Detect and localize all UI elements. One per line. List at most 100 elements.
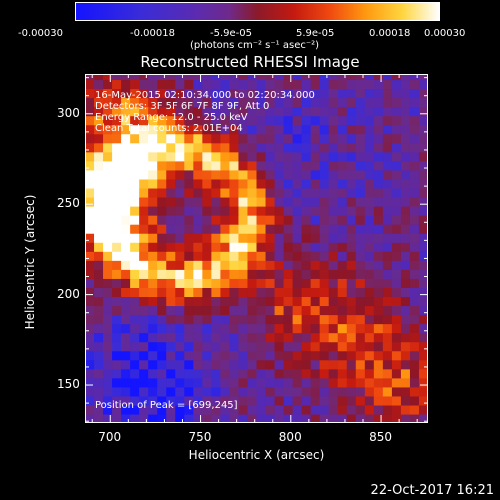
heatmap-cell xyxy=(247,187,258,198)
heatmap-cell xyxy=(184,323,194,334)
heatmap-cell xyxy=(103,74,113,81)
heatmap-cell xyxy=(211,106,221,117)
heatmap-cell xyxy=(94,97,104,108)
heatmap-cell xyxy=(202,151,212,162)
heatmap-cell xyxy=(391,206,402,216)
heatmap-cell xyxy=(85,233,95,243)
heatmap-cell xyxy=(103,169,113,180)
heatmap-cell xyxy=(220,124,231,135)
heatmap-cell xyxy=(211,142,221,153)
heatmap-cell xyxy=(166,142,176,153)
heatmap-cell xyxy=(382,233,393,243)
heatmap-cell xyxy=(355,332,366,343)
heatmap-cell xyxy=(382,404,393,415)
heatmap-cell xyxy=(85,169,95,180)
heatmap-cell xyxy=(364,341,375,352)
heatmap-cell xyxy=(148,178,158,189)
heatmap-cell xyxy=(121,169,131,180)
heatmap-cell xyxy=(373,169,384,180)
heatmap-cell xyxy=(364,359,375,370)
heatmap-cell xyxy=(328,151,339,162)
heatmap-cell xyxy=(409,215,420,225)
heatmap-cell xyxy=(337,74,348,81)
heatmap-cell xyxy=(418,142,428,153)
heatmap-cell xyxy=(292,224,303,234)
heatmap-cell xyxy=(139,124,149,135)
heatmap-cell xyxy=(85,386,95,397)
heatmap-cell xyxy=(355,395,366,406)
heatmap-cell xyxy=(139,178,149,189)
heatmap-cell xyxy=(301,169,312,180)
heatmap-cell xyxy=(238,377,249,388)
heatmap-cell xyxy=(211,74,221,81)
heatmap-cell xyxy=(265,278,276,288)
heatmap-cell xyxy=(103,323,113,334)
heatmap-cell xyxy=(148,88,158,99)
heatmap-cell xyxy=(238,178,249,189)
heatmap-cell xyxy=(301,296,312,307)
heatmap-cell xyxy=(382,196,393,207)
heatmap-cell xyxy=(247,350,258,361)
heatmap-cell xyxy=(364,206,375,216)
heatmap-cell xyxy=(355,359,366,370)
heatmap-cell xyxy=(121,142,131,153)
heatmap-cell xyxy=(337,242,348,252)
heatmap-cell xyxy=(364,323,375,334)
heatmap-cell xyxy=(373,359,384,370)
heatmap-cell xyxy=(238,215,249,225)
heatmap-cell xyxy=(409,124,420,135)
heatmap-cell xyxy=(229,97,240,108)
heatmap-cell xyxy=(382,251,393,261)
heatmap-cell xyxy=(256,251,267,261)
heatmap-cell xyxy=(229,404,240,415)
heatmap-cell xyxy=(364,215,375,225)
heatmap-cell xyxy=(391,215,402,225)
heatmap-cell xyxy=(283,386,294,397)
heatmap-cell xyxy=(355,124,366,135)
heatmap-cell xyxy=(184,260,194,270)
heatmap-cell xyxy=(355,368,366,379)
heatmap-cell xyxy=(328,178,339,189)
heatmap-cell xyxy=(301,196,312,207)
heatmap-cell xyxy=(418,269,428,279)
heatmap-cell xyxy=(130,133,140,144)
heatmap-cell xyxy=(211,160,221,171)
heatmap-cell xyxy=(247,151,258,162)
heatmap-cell xyxy=(139,115,149,126)
heatmap-cell xyxy=(139,97,149,108)
heatmap-cell xyxy=(148,79,158,90)
heatmap-cell xyxy=(418,260,428,270)
heatmap-cell xyxy=(346,413,357,423)
heatmap-cell xyxy=(247,178,258,189)
heatmap-cell xyxy=(211,350,221,361)
heatmap-cell xyxy=(220,206,231,216)
heatmap-cell xyxy=(94,169,104,180)
heatmap-cell xyxy=(112,242,122,252)
heatmap-cell xyxy=(103,332,113,343)
heatmap-cell xyxy=(274,350,285,361)
heatmap-cell xyxy=(175,206,185,216)
heatmap-cell xyxy=(418,169,428,180)
heatmap-cell xyxy=(301,368,312,379)
heatmap-cell xyxy=(292,142,303,153)
heatmap-cell xyxy=(373,386,384,397)
heatmap-cell xyxy=(193,133,203,144)
heatmap-cell xyxy=(364,386,375,397)
heatmap-cell xyxy=(175,242,185,252)
heatmap-cell xyxy=(382,242,393,252)
heatmap-cell xyxy=(121,187,131,198)
heatmap-cell xyxy=(238,287,249,298)
heatmap-cell xyxy=(355,296,366,307)
heatmap-cell xyxy=(103,242,113,252)
heatmap-cell xyxy=(229,233,240,243)
heatmap-cell xyxy=(337,142,348,153)
heatmap-cell xyxy=(157,278,167,288)
heatmap-cell xyxy=(409,287,420,298)
heatmap-cell xyxy=(184,160,194,171)
heatmap-cell xyxy=(283,404,294,415)
heatmap-cell xyxy=(382,287,393,298)
heatmap-cell xyxy=(292,133,303,144)
heatmap-cell xyxy=(238,196,249,207)
heatmap-cell xyxy=(391,314,402,325)
heatmap-cell xyxy=(346,206,357,216)
